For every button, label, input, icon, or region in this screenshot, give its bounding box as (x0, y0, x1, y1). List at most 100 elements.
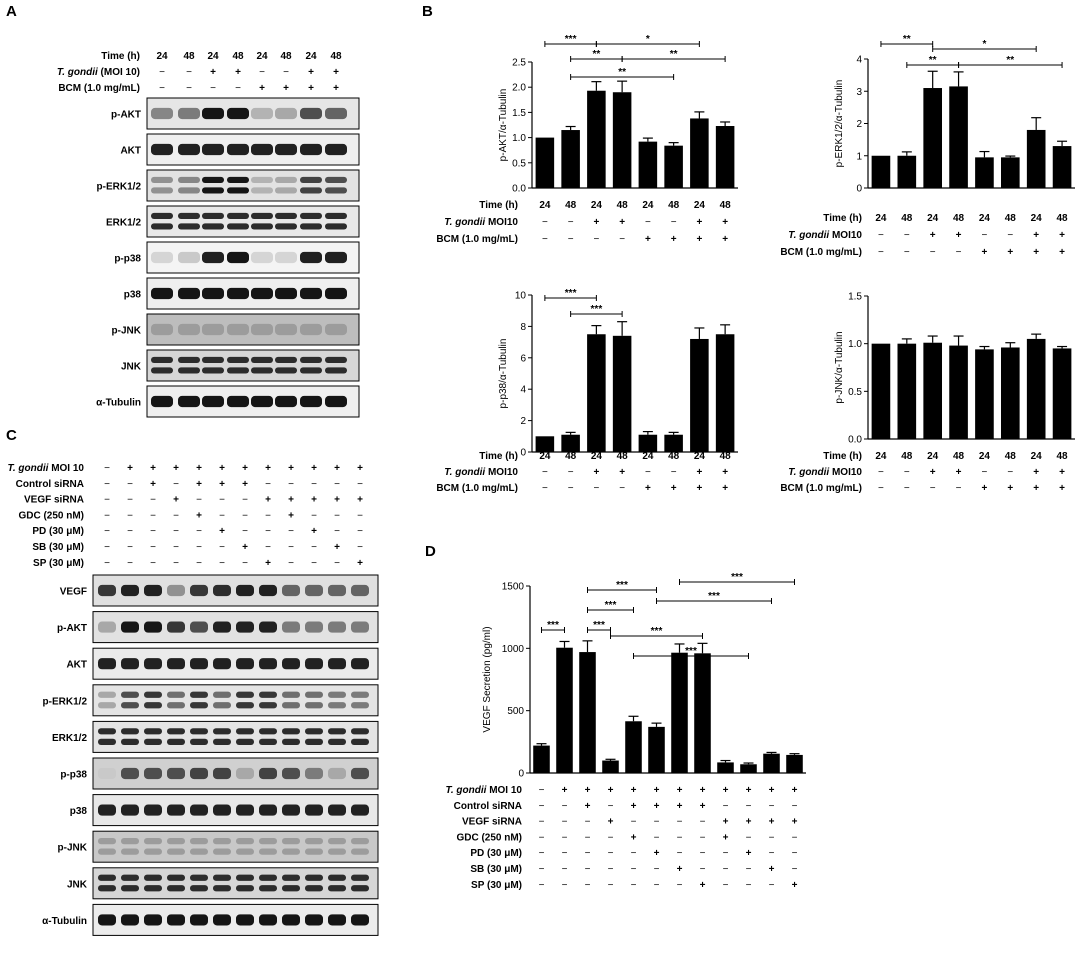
condition-value: − (219, 542, 225, 553)
condition-value: 48 (183, 51, 195, 62)
x-condition-value: − (539, 880, 545, 891)
blot-band (227, 212, 249, 220)
condition-label: BCM (1.0 mg/mL) (58, 83, 140, 94)
blot-band (251, 223, 273, 230)
x-condition-value: 24 (927, 451, 939, 462)
condition-value: − (127, 526, 133, 537)
blot-band (351, 658, 369, 670)
x-condition-label: T. gondii MOI 10 (446, 785, 523, 796)
x-condition-value: − (930, 483, 936, 494)
x-condition-value: − (1007, 467, 1013, 478)
blot-band (178, 223, 200, 230)
x-condition-value: 48 (617, 200, 629, 211)
x-condition-value: − (568, 467, 574, 478)
blot-band (190, 848, 208, 855)
blot-label: p-JNK (112, 326, 142, 337)
blot-band (121, 584, 139, 597)
blot-band (227, 143, 249, 156)
y-tick-label: 0.5 (848, 387, 862, 398)
panel-letter-d: D (425, 543, 436, 560)
blot-band (282, 728, 300, 735)
x-condition-label: SP (30 μM) (471, 880, 522, 891)
bar (763, 753, 780, 773)
blot-band (351, 584, 369, 597)
blot-band (202, 251, 224, 264)
blot-band (282, 874, 300, 881)
blot-band (151, 251, 173, 264)
condition-value: − (104, 479, 110, 490)
blot-band (121, 848, 139, 855)
condition-value: − (127, 510, 133, 521)
x-condition-value: + (1059, 230, 1065, 241)
blot-band (259, 728, 277, 735)
blot-band (351, 914, 369, 926)
blot-band (98, 874, 116, 881)
x-condition-value: + (696, 234, 702, 245)
bar (664, 434, 683, 452)
blot-band (259, 885, 277, 892)
blot-band (305, 838, 323, 845)
condition-value: + (357, 495, 363, 506)
blot-band (325, 212, 347, 220)
condition-value: − (311, 479, 317, 490)
blot-band (251, 356, 273, 364)
blot-band (300, 176, 322, 184)
x-condition-value: 48 (668, 451, 680, 462)
condition-label: Time (h) (101, 51, 140, 62)
blot-band (178, 176, 200, 184)
blot-band (121, 767, 139, 780)
bar (975, 349, 994, 439)
x-condition-value: + (769, 785, 775, 796)
x-condition-value: + (654, 801, 660, 812)
x-condition-value: + (722, 234, 728, 245)
blot-band (300, 367, 322, 374)
x-condition-value: + (585, 785, 591, 796)
x-condition-value: 24 (979, 213, 991, 224)
blot-band (98, 702, 116, 709)
significance-label: *** (565, 288, 577, 299)
condition-value: − (311, 542, 317, 553)
y-tick-label: 1.0 (848, 339, 862, 350)
condition-label: GDC (250 nM) (18, 510, 84, 521)
y-tick-label: 4 (856, 55, 862, 66)
x-condition-label: Time (h) (479, 200, 518, 211)
x-condition-value: + (645, 234, 651, 245)
y-tick-label: 0.0 (512, 184, 526, 195)
bar (602, 760, 619, 773)
blot-band (251, 143, 273, 156)
blot-band (190, 804, 208, 816)
blot-band (300, 187, 322, 194)
condition-value: − (150, 526, 156, 537)
x-condition-value: − (792, 832, 798, 843)
blot-band (190, 658, 208, 670)
blot-label: ERK1/2 (106, 218, 141, 229)
label-italic-part: T. gondii (8, 463, 49, 474)
x-condition-value: − (904, 247, 910, 258)
x-condition-value: − (631, 817, 637, 828)
blot-band (325, 367, 347, 374)
blot-band (190, 874, 208, 881)
x-condition-value: 48 (565, 200, 577, 211)
bar (694, 653, 711, 773)
blot-band (202, 367, 224, 374)
x-condition-value: + (792, 880, 798, 891)
x-condition-value: + (700, 785, 706, 796)
blot-band (282, 885, 300, 892)
x-condition-value: − (539, 848, 545, 859)
x-condition-value: + (671, 234, 677, 245)
bar (535, 137, 555, 188)
bar (664, 145, 683, 188)
x-condition-value: − (654, 880, 660, 891)
condition-value: + (283, 83, 289, 94)
blot-band (236, 767, 254, 780)
x-condition-value: 48 (1057, 213, 1069, 224)
blot-band (328, 848, 346, 855)
blot-band (300, 287, 322, 300)
blot-band (121, 738, 139, 745)
significance-label: *** (605, 600, 617, 611)
blot-band (190, 838, 208, 845)
x-condition-value: − (878, 483, 884, 494)
blot-band (202, 143, 224, 156)
blot-band (305, 767, 323, 780)
blot-band (275, 223, 297, 230)
